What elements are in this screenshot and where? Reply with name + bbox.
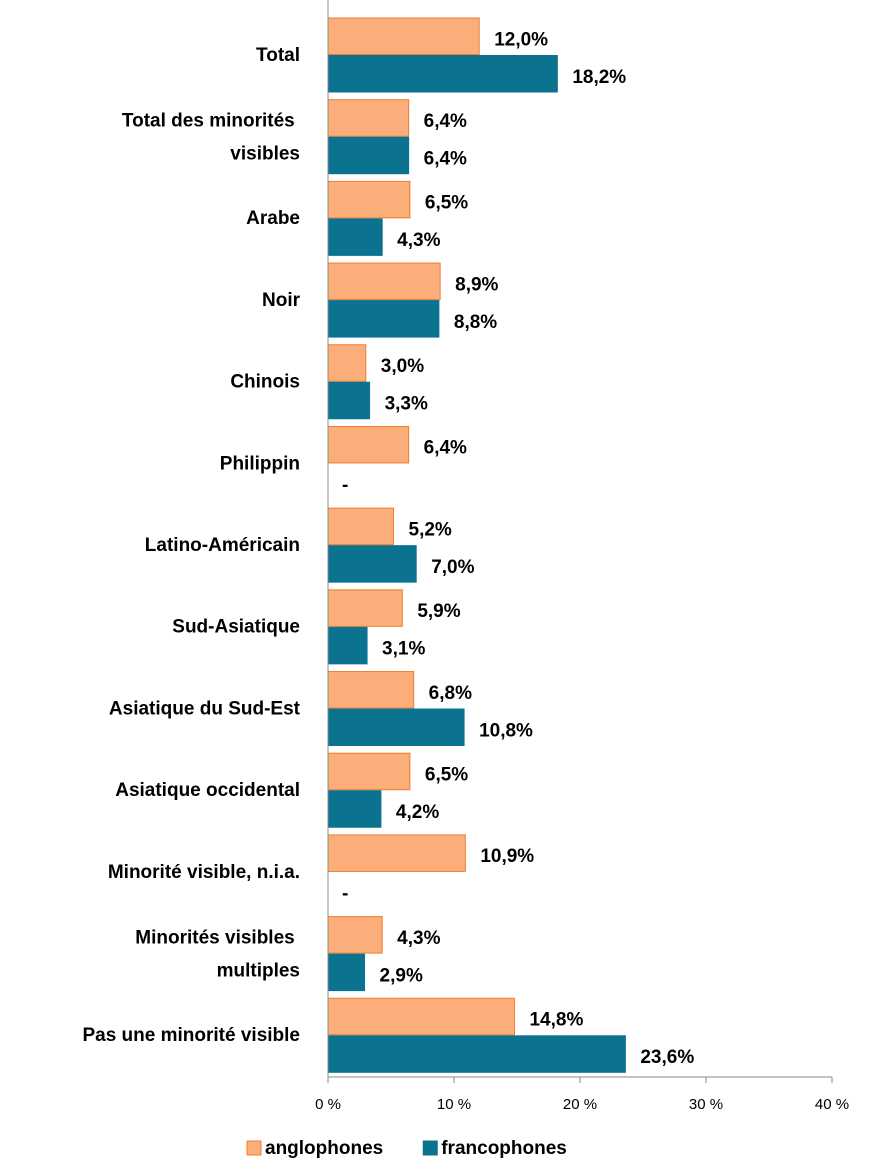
x-tick-label: 20 %	[563, 1096, 597, 1113]
value-label: 6,4%	[424, 438, 467, 459]
bar	[327, 300, 440, 338]
value-label: 12,0%	[494, 29, 548, 50]
value-label: 3,3%	[385, 394, 428, 415]
x-tick-label: 30 %	[689, 1096, 723, 1113]
bar	[327, 17, 480, 55]
x-tick-label: 10 %	[437, 1096, 471, 1113]
category-label: Minorité visible, n.i.a.	[108, 862, 300, 883]
x-tick-label: 40 %	[815, 1096, 849, 1113]
value-label: 3,0%	[381, 356, 424, 377]
bar	[327, 708, 465, 747]
bar	[327, 381, 371, 420]
category-label: Noir	[262, 290, 301, 311]
bar	[327, 262, 441, 301]
value-label: 8,8%	[454, 312, 497, 333]
bar	[327, 99, 410, 137]
bar	[327, 916, 383, 954]
bar	[327, 953, 366, 992]
legend-label: anglophones	[265, 1138, 383, 1159]
value-label: 6,5%	[425, 193, 468, 214]
legend-label: francophones	[441, 1138, 567, 1159]
bar	[327, 1035, 626, 1073]
category-label: Sud-Asiatique	[172, 617, 300, 638]
category-label: Chinois	[230, 372, 300, 393]
bar	[327, 218, 383, 256]
legend-swatch	[422, 1140, 438, 1156]
x-tick-label: 0 %	[315, 1096, 341, 1113]
value-label: 10,8%	[479, 720, 533, 741]
bar	[327, 671, 415, 709]
bar	[327, 545, 417, 583]
bar	[327, 344, 367, 382]
value-label: -	[342, 475, 348, 496]
value-label: 8,9%	[455, 274, 498, 295]
bar	[327, 136, 410, 175]
value-label: 18,2%	[572, 67, 626, 88]
bar	[327, 507, 395, 546]
bar	[327, 425, 410, 464]
category-label: Latino-Américain	[145, 535, 300, 556]
category-label: Total	[256, 45, 300, 66]
value-label: 10,9%	[480, 846, 534, 867]
category-label: Pas une minorité visible	[82, 1025, 300, 1046]
value-label: 6,8%	[429, 683, 472, 704]
value-label: 23,6%	[640, 1047, 694, 1068]
bar	[327, 55, 558, 93]
value-label: 6,5%	[425, 764, 468, 785]
value-label: 4,3%	[397, 928, 440, 949]
value-label: 4,2%	[396, 802, 439, 823]
bar	[327, 626, 368, 665]
category-label: Arabe	[246, 208, 300, 229]
value-label: -	[342, 884, 348, 905]
value-label: 5,9%	[417, 601, 460, 622]
bar	[327, 997, 515, 1036]
bar	[327, 180, 411, 219]
category-label: Philippin	[220, 453, 300, 474]
value-label: 14,8%	[529, 1010, 583, 1031]
category-label: Asiatique du Sud-Est	[109, 698, 301, 719]
value-label: 6,4%	[424, 111, 467, 132]
bar	[327, 834, 466, 872]
category-label: Asiatique occidental	[115, 780, 300, 801]
value-label: 2,9%	[380, 965, 423, 986]
category-label: Total des minorités visibles	[122, 111, 300, 165]
value-label: 6,4%	[424, 148, 467, 169]
bar	[327, 790, 382, 828]
value-label: 4,3%	[397, 230, 440, 251]
value-label: 7,0%	[431, 557, 474, 578]
value-label: 5,2%	[409, 519, 452, 540]
bar	[327, 589, 403, 627]
category-label: Minorités visibles multiples	[135, 927, 300, 981]
bar	[327, 752, 411, 791]
legend-swatch	[246, 1140, 262, 1156]
value-label: 3,1%	[382, 639, 425, 660]
